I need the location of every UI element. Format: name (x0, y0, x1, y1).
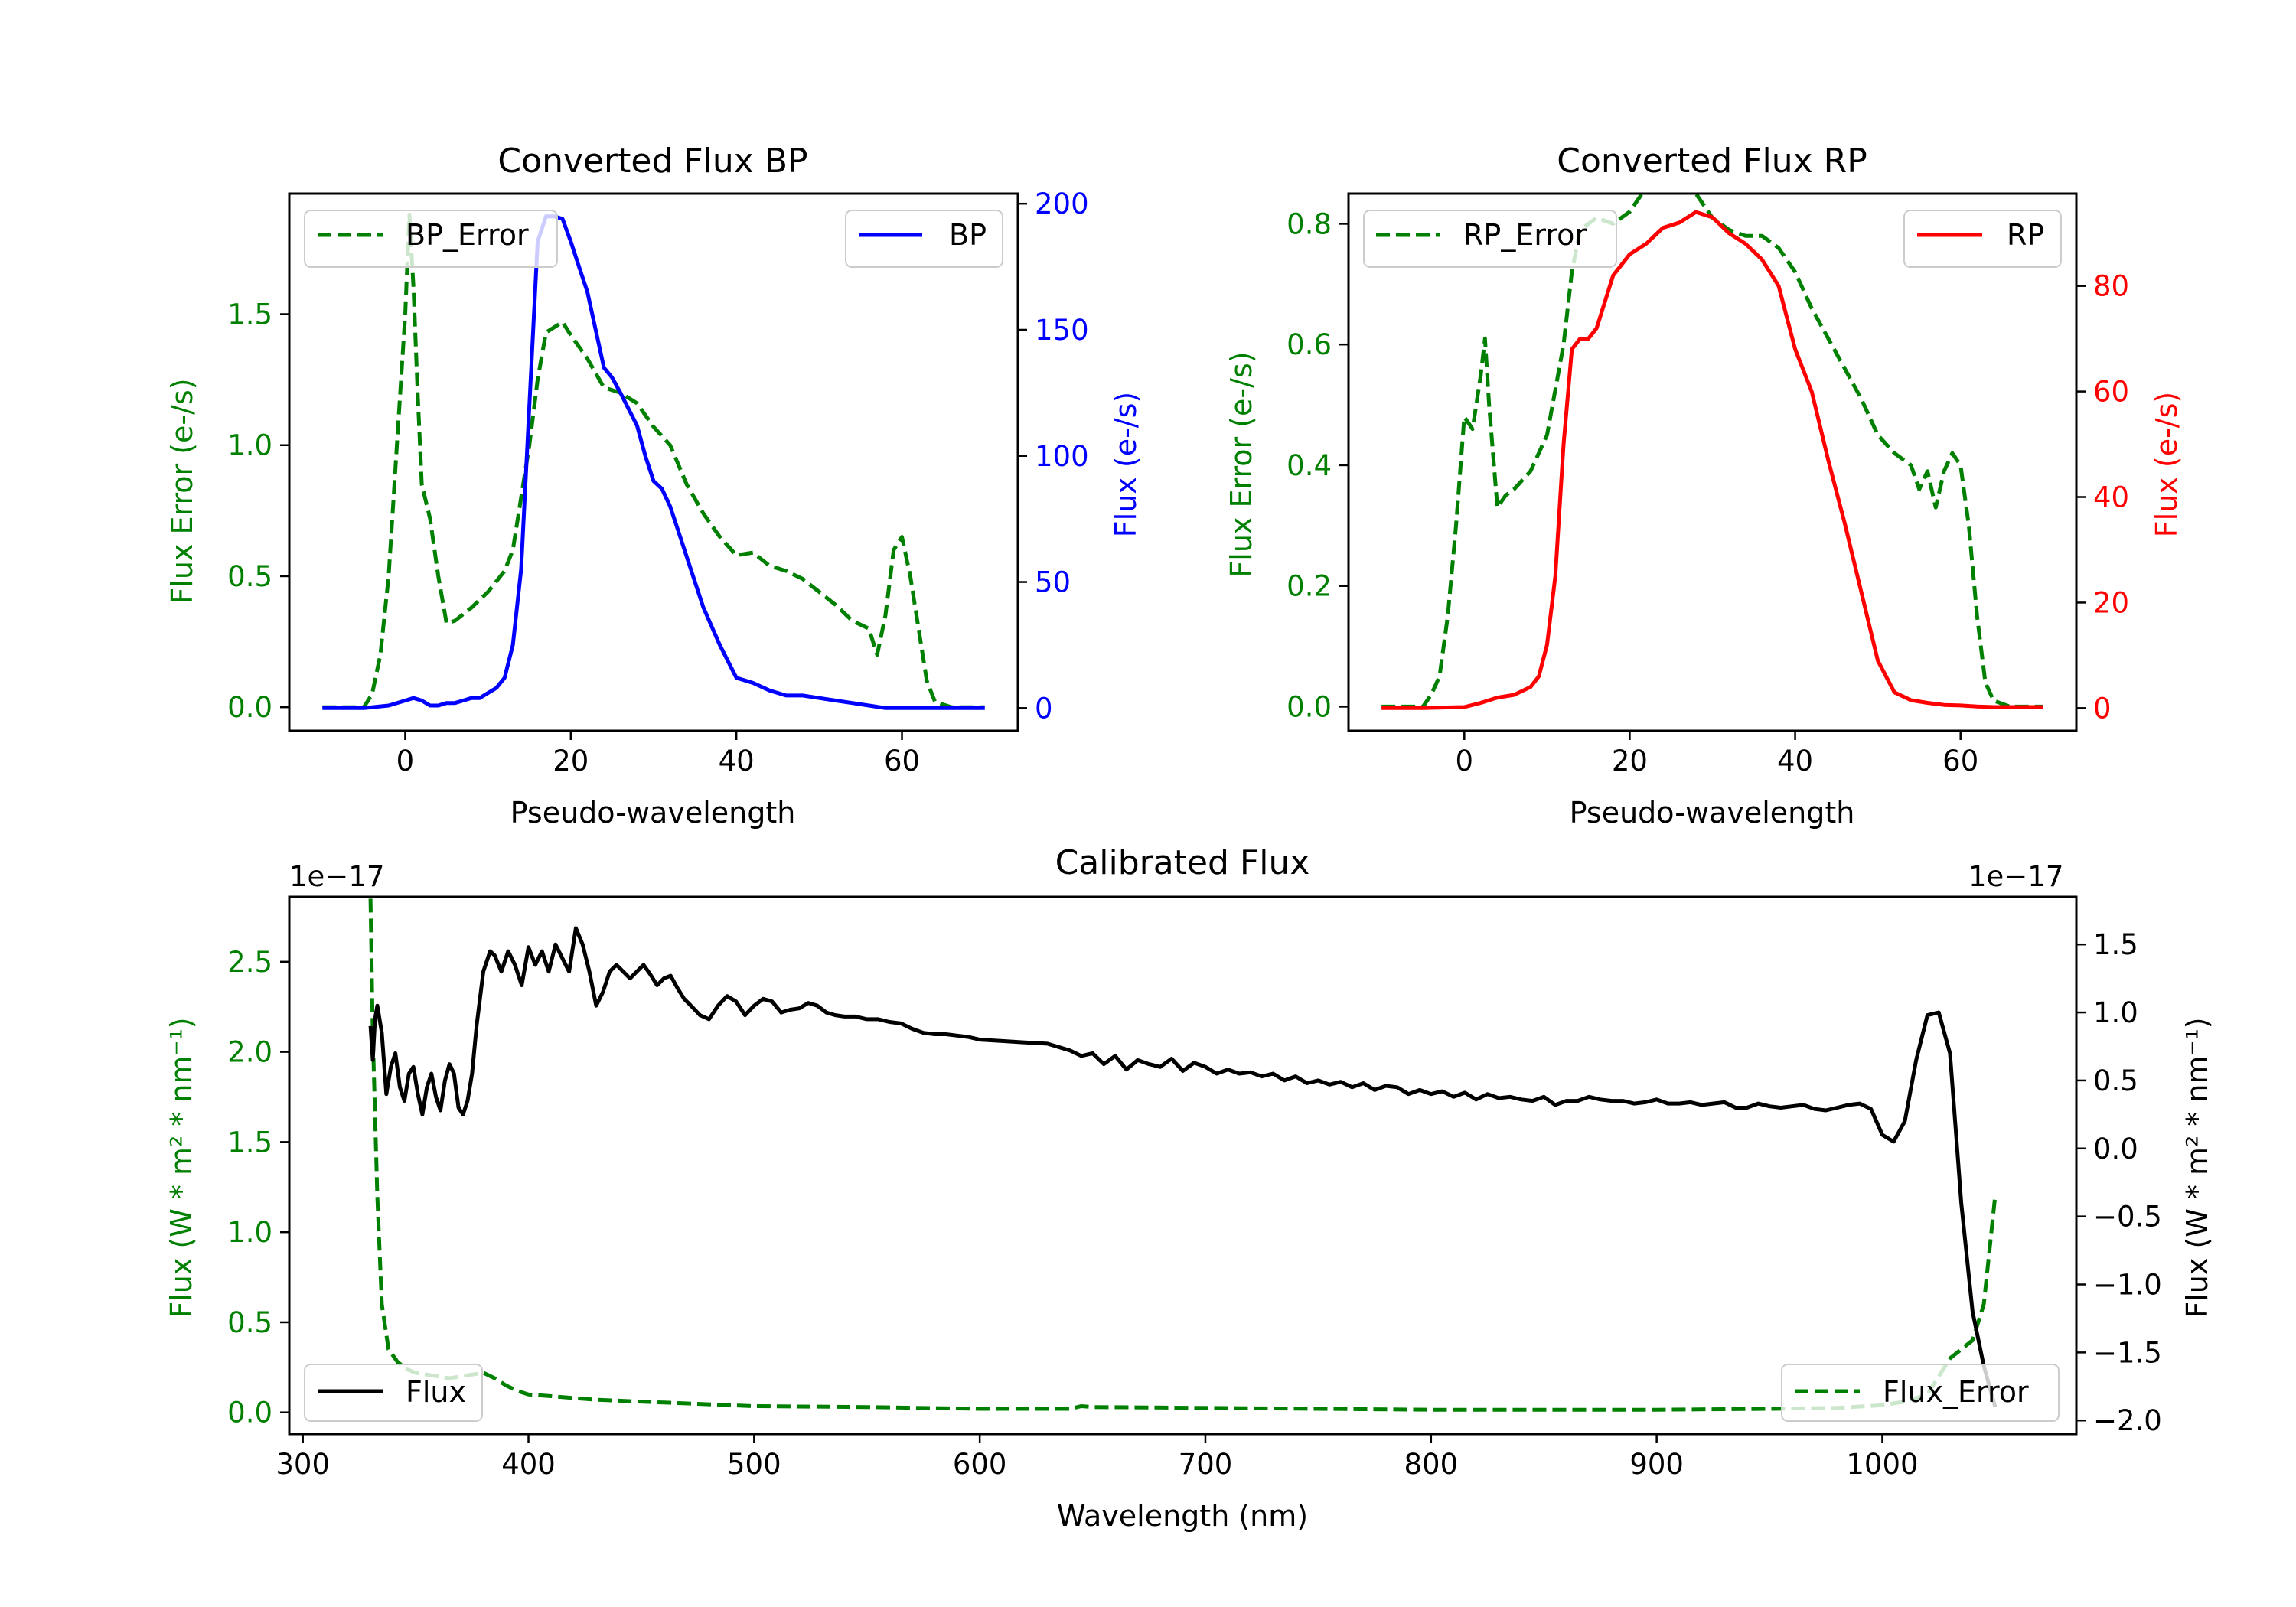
bp-x-tick-label: 60 (884, 745, 920, 777)
rp-legend-right: RP (1903, 210, 2062, 268)
bp-flux-legend-label: BP (949, 218, 987, 252)
rp-left-axis-label: Flux Error (e-/s) (1225, 351, 1258, 577)
bp-chart: Converted Flux BP Pseudo-wavelength Flux… (165, 142, 1143, 830)
calibrated-x-tick-label: 500 (727, 1448, 781, 1481)
rp-left-y-tick-label: 0.2 (1287, 570, 1332, 603)
calibrated-legend-left: Flux (304, 1364, 483, 1422)
rp-right-y-tick-label: 40 (2093, 481, 2129, 514)
rp-right-y-tick-label: 0 (2093, 692, 2112, 725)
calibrated-right-y-tick-label: −0.5 (2093, 1201, 2162, 1234)
calibrated-error-legend-label: Flux_Error (1883, 1375, 2029, 1409)
calibrated-right-y-tick-label: −1.5 (2093, 1336, 2162, 1369)
bp-right-y-tick-label: 200 (1035, 187, 1089, 220)
rp-x-axis-label: Pseudo-wavelength (1570, 796, 1855, 830)
calibrated-chart-title: Calibrated Flux (1055, 843, 1310, 882)
calibrated-x-tick-label: 600 (953, 1448, 1007, 1481)
bp-left-y-tick-label: 0.0 (227, 691, 272, 724)
calibrated-x-tick-label: 1000 (1846, 1448, 1918, 1481)
rp-flux-legend-label: RP (2007, 218, 2044, 252)
bp-x-axis-label: Pseudo-wavelength (510, 796, 796, 830)
bp-left-y-tick-label: 0.5 (227, 560, 272, 593)
calibrated-flux-line (368, 926, 1998, 1408)
calibrated-left-y-tick-label: 0.0 (227, 1397, 272, 1429)
calibrated-x-tick-label: 700 (1179, 1448, 1233, 1481)
bp-legend-left-box (304, 210, 558, 268)
rp-series-group (1381, 194, 2043, 710)
rp-error-legend-label: RP_Error (1463, 218, 1587, 252)
rp-right-y-tick-label: 80 (2093, 270, 2129, 303)
calibrated-x-tick-label: 800 (1404, 1448, 1458, 1481)
calibrated-right-y-tick-label: 0.0 (2093, 1133, 2138, 1165)
calibrated-right-y-tick-label: 0.5 (2093, 1064, 2138, 1097)
rp-rp-line (1381, 210, 2043, 710)
rp-left-y-tick-label: 0.6 (1287, 328, 1332, 361)
calibrated-left-y-tick-label: 1.5 (227, 1126, 272, 1159)
calibrated-axes-frame (288, 895, 2078, 1436)
calibrated-x-tick-label: 300 (276, 1448, 330, 1481)
calibrated-right-scale-label: 1e−17 (1968, 860, 2063, 893)
bp-right-axis-label: Flux (e-/s) (1109, 392, 1143, 537)
rp-left-y-tick-label: 0.4 (1287, 449, 1332, 482)
rp-right-y-tick-label: 20 (2093, 586, 2129, 619)
calibrated-right-y-tick-label: 1.5 (2093, 928, 2138, 961)
rp-left-y-tick-label: 0.8 (1287, 207, 1332, 240)
rp-x-tick-label: 40 (1777, 745, 1813, 777)
rp-right-y-tick-label: 60 (2093, 376, 2129, 409)
calibrated-flux-legend-label: Flux (406, 1375, 466, 1409)
bp-x-tick-label: 20 (553, 745, 589, 777)
bp-legend-right-box (845, 210, 1003, 268)
bp-axes-frame (288, 192, 1019, 732)
calibrated-legend-right-box (1781, 1364, 2060, 1422)
calibrated-left-axis-label: Flux (W * m² * nm⁻¹) (165, 1017, 198, 1318)
calibrated-left-y-tick-label: 2.5 (227, 946, 272, 979)
calibrated-right-y-tick-label: −1.0 (2093, 1269, 2162, 1302)
bp-chart-title: Converted Flux BP (497, 142, 807, 181)
bp-series-group (322, 212, 985, 710)
calibrated-left-y-tick-label: 2.0 (227, 1036, 272, 1069)
rp-legend-left-box (1363, 210, 1617, 268)
rp-chart-title: Converted Flux RP (1557, 142, 1867, 181)
calibrated-left-y-tick-label: 1.0 (227, 1216, 272, 1249)
calibrated-x-axis-label: Wavelength (nm) (1057, 1499, 1308, 1533)
bp-legend-left: BP_Error (304, 210, 558, 268)
rp-axes-frame (1347, 192, 2078, 732)
bp-left-y-tick-label: 1.0 (227, 429, 272, 462)
bp-bp-error-line (322, 212, 985, 709)
rp-plot-area: 0 20 40 60 0.0 0.2 0.4 0.6 0.8 0 20 40 60 80 (1287, 192, 2129, 777)
rp-x-tick-label: 0 (1456, 745, 1474, 777)
calibrated-legend-left-box (304, 1364, 483, 1422)
rp-x-tick-label: 20 (1612, 745, 1648, 777)
bp-x-tick-label: 40 (719, 745, 755, 777)
bp-right-y-tick-label: 0 (1035, 692, 1053, 725)
rp-left-y-tick-label: 0.0 (1287, 690, 1332, 723)
bp-plot-area: 0 20 40 60 0.0 0.5 1.0 1.5 0 50 100 150 200 (227, 187, 1088, 777)
calibrated-left-scale-label: 1e−17 (289, 860, 384, 893)
calibrated-x-tick-label: 400 (501, 1448, 556, 1481)
calibrated-legend-right: Flux_Error (1781, 1364, 2060, 1422)
bp-right-y-tick-label: 50 (1035, 566, 1071, 599)
rp-rp-error-line (1381, 194, 2043, 709)
bp-left-axis-label: Flux Error (e-/s) (165, 378, 199, 604)
rp-legend-left: RP_Error (1363, 210, 1617, 268)
bp-error-legend-label: BP_Error (406, 218, 529, 252)
bp-x-tick-label: 0 (396, 745, 415, 777)
calibrated-left-y-tick-label: 0.5 (227, 1306, 272, 1339)
bp-left-y-tick-label: 1.5 (227, 298, 272, 331)
calibrated-chart: Calibrated Flux Wavelength (nm) Flux (W … (165, 843, 2214, 1533)
bp-legend-right: BP (845, 210, 1003, 268)
rp-chart: Converted Flux RP Pseudo-wavelength Flux… (1225, 142, 2183, 830)
bp-bp-line (322, 214, 985, 710)
calibrated-right-y-tick-label: 1.0 (2093, 996, 2138, 1029)
rp-x-tick-label: 60 (1942, 745, 1978, 777)
calibrated-right-y-tick-label: −2.0 (2093, 1404, 2162, 1437)
calibrated-right-axis-label: Flux (W * m² * nm⁻¹) (2180, 1017, 2214, 1318)
calibrated-x-tick-label: 900 (1629, 1448, 1684, 1481)
rp-legend-right-box (1903, 210, 2062, 268)
bp-right-y-tick-label: 100 (1035, 440, 1089, 473)
rp-right-axis-label: Flux (e-/s) (2150, 392, 2183, 537)
bp-right-y-tick-label: 150 (1035, 314, 1089, 347)
